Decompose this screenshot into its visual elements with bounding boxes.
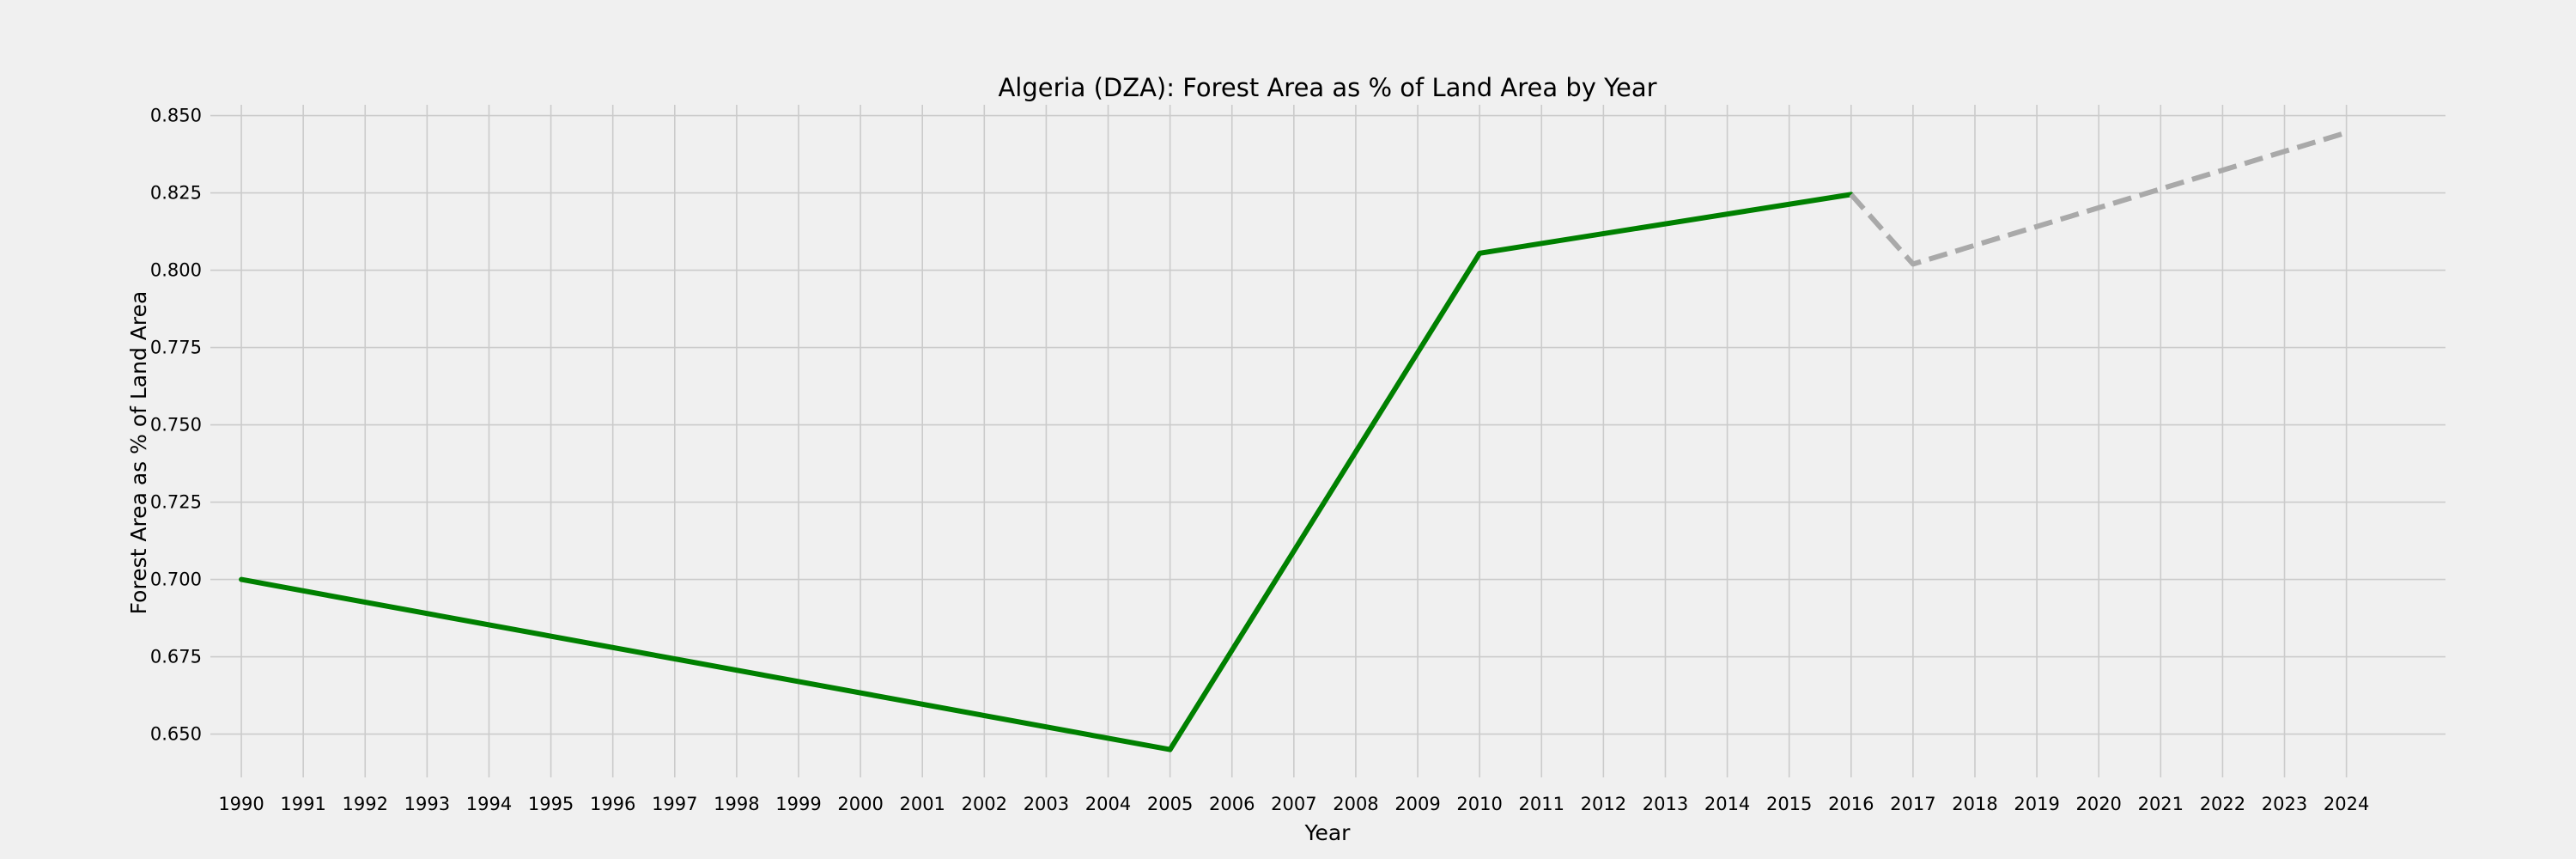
x-tick-label: 2024: [2324, 794, 2369, 814]
x-tick-label: 2023: [2262, 794, 2307, 814]
x-tick-label: 2018: [1952, 794, 1997, 814]
actual-series-line: [239, 192, 1854, 752]
y-tick-label: 0.750: [150, 415, 202, 436]
x-axis-label: Year: [1304, 820, 1352, 845]
x-tick-label: 2004: [1085, 794, 1131, 814]
x-tick-label: 1995: [528, 794, 574, 814]
y-tick-label: 0.725: [150, 492, 202, 513]
x-tick-label: 2011: [1519, 794, 1564, 814]
x-tick-label: 2005: [1147, 794, 1193, 814]
x-tick-label: 2001: [899, 794, 945, 814]
x-tick-label: 1993: [404, 794, 450, 814]
y-axis-ticks: 0.650 0.675 0.700 0.725 0.750 0.775 0.800 0.825…: [150, 106, 202, 745]
x-tick-label: 1994: [466, 794, 512, 814]
x-tick-label: 2014: [1704, 794, 1750, 814]
x-tick-label: 1996: [590, 794, 635, 814]
x-tick-label: 2012: [1581, 794, 1626, 814]
x-tick-label: 2008: [1333, 794, 1378, 814]
x-tick-label: 2009: [1394, 794, 1440, 814]
y-tick-label: 0.700: [150, 570, 202, 590]
x-tick-label: 1991: [280, 794, 325, 814]
chart-title: Algeria (DZA): Forest Area as % of Land …: [998, 73, 1656, 102]
series-group: [239, 130, 2348, 752]
x-tick-label: 2021: [2138, 794, 2184, 814]
x-tick-label: 1999: [775, 794, 821, 814]
x-tick-label: 2007: [1271, 794, 1316, 814]
x-tick-label: 2013: [1643, 794, 1688, 814]
grid-lines: [210, 105, 2445, 777]
x-tick-label: 1992: [343, 794, 388, 814]
x-tick-label: 2022: [2200, 794, 2245, 814]
x-tick-label: 2002: [962, 794, 1007, 814]
y-tick-label: 0.775: [150, 338, 202, 358]
x-tick-label: 2020: [2075, 794, 2121, 814]
x-tick-label: 2019: [2014, 794, 2059, 814]
x-tick-label: 1990: [218, 794, 264, 814]
x-tick-label: 2003: [1024, 794, 1069, 814]
x-tick-label: 2010: [1456, 794, 1502, 814]
x-tick-label: 2015: [1766, 794, 1812, 814]
x-tick-label: 2006: [1209, 794, 1255, 814]
y-tick-label: 0.650: [150, 724, 202, 745]
x-tick-label: 2017: [1890, 794, 1935, 814]
x-tick-label: 1997: [652, 794, 697, 814]
y-tick-label: 0.825: [150, 183, 202, 204]
x-tick-label: 2000: [837, 794, 883, 814]
x-tick-label: 1998: [714, 794, 759, 814]
y-tick-label: 0.800: [150, 260, 202, 281]
y-axis-label: Forest Area as % of Land Area: [126, 291, 151, 615]
forecast-series-line: [1849, 130, 2348, 267]
x-tick-label: 2016: [1828, 794, 1874, 814]
y-tick-label: 0.850: [150, 106, 202, 126]
y-tick-label: 0.675: [150, 647, 202, 667]
x-axis-ticks: 1990 1991 1992 1993 1994 1995 1996 1997 1998 1999…: [218, 794, 2369, 814]
